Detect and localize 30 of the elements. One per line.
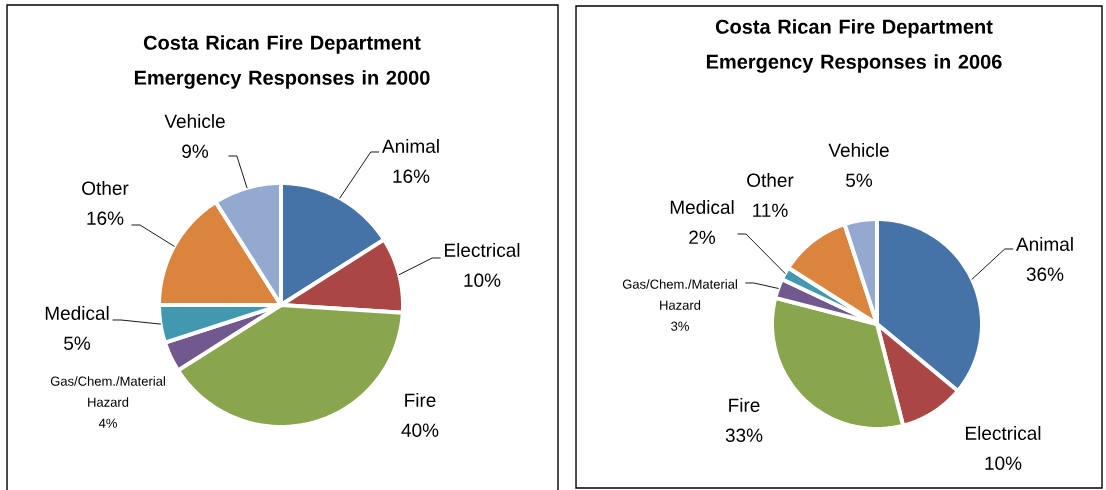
data-label: 11% [753, 203, 788, 217]
slice-label: Gas/Chem./Material Hazard [50, 376, 165, 407]
slice-label: Fire [729, 398, 760, 412]
slice-label: Medical [670, 200, 734, 215]
slice-label: Vehicle [828, 143, 889, 157]
slice-label: Electrical [445, 243, 520, 257]
slice-label: Other [82, 181, 129, 195]
data-label: 10% [985, 456, 1022, 470]
chart-title: Costa Rican Fire Department Emergency Responses in 2000 [134, 35, 430, 89]
data-label: 9% [182, 144, 209, 158]
data-label: 4% [98, 418, 117, 428]
slice-label: Vehicle [164, 114, 225, 128]
data-label: 2% [689, 230, 716, 244]
slice-label: Electrical [966, 426, 1041, 440]
slice-label: Gas/Chem./Material Hazard [622, 279, 737, 310]
data-label: 16% [393, 169, 430, 183]
chart-title: Costa Rican Fire Department Emergency Responses in 2006 [706, 19, 1002, 73]
slice-label: Medical [45, 306, 109, 320]
slice-label: Other [747, 173, 794, 188]
data-label: 33% [725, 428, 763, 442]
data-label: 10% [464, 273, 501, 287]
slice-label: Animal [1016, 237, 1073, 251]
slice-label: Fire [405, 393, 436, 407]
data-label: 40% [401, 423, 439, 437]
data-label: 5% [846, 173, 873, 187]
slice-label: Animal [382, 139, 439, 153]
data-label: 16% [87, 211, 124, 225]
data-label: 5% [64, 336, 91, 350]
data-label: 3% [671, 321, 689, 331]
data-label: 36% [1026, 267, 1064, 281]
